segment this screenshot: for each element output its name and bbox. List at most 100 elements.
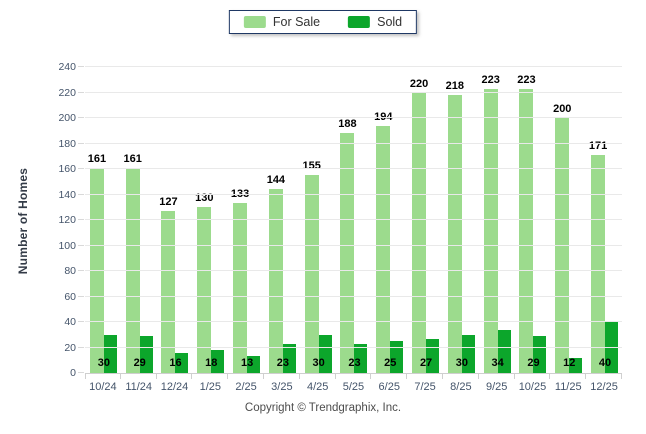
x-axis-tick-mark	[85, 374, 86, 379]
y-axis-tick-label: 240	[58, 61, 76, 73]
bar-sold[interactable]	[605, 322, 619, 373]
bar-for-sale[interactable]	[304, 175, 319, 373]
category-column: 127 16 12/24	[157, 67, 193, 393]
bar-sold[interactable]	[139, 336, 153, 373]
category-column: 200 12 11/25	[550, 67, 587, 393]
bar-sold[interactable]	[247, 356, 261, 373]
x-axis-tick-mark	[406, 374, 408, 379]
bar-sold[interactable]	[211, 350, 225, 373]
for-sale-value-label: 220	[409, 77, 429, 90]
bar-sold[interactable]	[175, 352, 189, 373]
bar-for-sale[interactable]	[268, 189, 283, 373]
y-axis-tick-mark	[78, 66, 84, 67]
gridline	[85, 66, 622, 67]
y-axis-tick-label: 220	[58, 86, 76, 99]
y-axis-tick-mark	[78, 142, 84, 144]
bar-for-sale[interactable]	[447, 95, 462, 373]
x-axis-tick-label: 1/25	[199, 381, 221, 393]
category-column: 223 34 9/25	[479, 67, 515, 393]
y-axis-tick-label: 160	[58, 163, 76, 175]
x-axis-tick-mark	[549, 374, 551, 379]
bar-sold[interactable]	[533, 336, 547, 373]
gridline	[85, 117, 622, 118]
sold-value-label: 18	[205, 357, 218, 369]
x-axis-tick-mark	[513, 374, 515, 379]
bar-for-sale[interactable]	[412, 92, 427, 373]
x-axis-tick-label: 6/25	[378, 381, 400, 393]
gridline	[85, 244, 622, 246]
bar-sold[interactable]	[497, 329, 511, 373]
bar-sold[interactable]	[390, 341, 404, 373]
category-column: 194 25 6/25	[371, 67, 408, 393]
x-axis-tick-label: 8/25	[450, 381, 472, 393]
category-column: 188 23 5/25	[336, 67, 372, 393]
for-sale-value-label: 188	[338, 118, 357, 131]
x-axis-tick-mark	[227, 374, 229, 379]
bar-sold[interactable]	[354, 343, 368, 373]
category-column: 220 27 7/25	[407, 67, 443, 393]
sold-value-label: 23	[276, 357, 289, 369]
bar-for-sale[interactable]	[161, 211, 176, 373]
bar-sold[interactable]	[103, 334, 117, 373]
gridline	[85, 270, 622, 271]
for-sale-value-label: 130	[195, 192, 214, 205]
gridline	[85, 142, 622, 144]
x-axis-tick-mark	[441, 374, 443, 379]
category-column: 144 23 3/25	[264, 67, 300, 393]
sold-value-label: 25	[384, 357, 397, 369]
category-column: 155 30 4/25	[300, 67, 336, 393]
sold-value-label: 29	[527, 357, 540, 369]
y-axis-tick-label: 100	[58, 239, 76, 252]
bar-for-sale[interactable]	[591, 154, 606, 373]
y-axis-tick-labels: 0 20 40 60 80 100 120 140 160 180 200 220 240	[0, 61, 76, 379]
x-axis-tick-mark	[155, 374, 157, 379]
sold-value-label: 27	[419, 357, 433, 369]
sold-value-label: 30	[455, 357, 468, 369]
category-column: 223 29 10/25	[515, 67, 551, 393]
bar-for-sale[interactable]	[340, 133, 355, 373]
for-sale-value-label: 144	[266, 174, 286, 187]
bar-sold[interactable]	[282, 343, 296, 373]
y-axis-tick-mark	[78, 193, 84, 195]
bar-for-sale[interactable]	[519, 88, 534, 373]
plot-area: 161 30 10/24 161 29 11/24 127 16 12/24 130 18 1/25 1…	[78, 66, 622, 393]
copyright-text: Copyright © Trendgraphix, Inc.	[244, 402, 402, 414]
x-axis-tick-label: 12/24	[160, 381, 189, 393]
y-axis-tick-mark	[78, 295, 84, 297]
y-axis-tick-mark	[78, 346, 84, 348]
gridline	[85, 219, 622, 220]
for-sale-value-label: 218	[445, 80, 465, 93]
for-sale-value-label: 223	[481, 73, 500, 86]
y-axis-tick-mark	[78, 321, 84, 323]
x-axis-tick-mark	[334, 374, 336, 379]
bar-for-sale[interactable]	[197, 207, 212, 373]
gridline	[85, 91, 622, 93]
bar-for-sale[interactable]	[555, 118, 570, 373]
x-axis-tick-label: 10/25	[518, 381, 547, 393]
bar-for-sale[interactable]	[233, 203, 248, 373]
category-column: 171 40 12/25	[586, 67, 622, 393]
bar-sold[interactable]	[318, 334, 332, 373]
y-axis-tick-label: 180	[58, 137, 76, 150]
x-axis-tick-label: 5/25	[342, 381, 365, 393]
x-axis-tick-label: 12/25	[590, 381, 618, 393]
y-axis-tick-mark	[78, 117, 84, 118]
bar-for-sale[interactable]	[376, 125, 391, 373]
bar-sold[interactable]	[461, 334, 475, 373]
legend-swatch-icon	[243, 16, 266, 28]
sold-value-label: 13	[240, 357, 254, 369]
x-axis-tick-label: 9/25	[485, 381, 508, 393]
bar-sold[interactable]	[569, 357, 583, 373]
legend-item-for-sale[interactable]: For Sale	[243, 15, 320, 29]
y-axis-tick-label: 80	[64, 265, 76, 277]
bar-for-sale[interactable]	[483, 88, 498, 373]
legend-item-sold[interactable]: Sold	[348, 15, 402, 29]
y-axis-tick-mark	[78, 219, 84, 220]
gridline	[85, 168, 622, 169]
y-axis-tick-label: 40	[64, 316, 76, 328]
y-axis-tick-label: 20	[64, 341, 76, 354]
x-axis-tick-label: 2/25	[235, 381, 257, 393]
for-sale-value-label: 161	[123, 152, 142, 165]
gridline	[85, 321, 622, 322]
category-column: 161 29 11/24	[121, 67, 157, 393]
